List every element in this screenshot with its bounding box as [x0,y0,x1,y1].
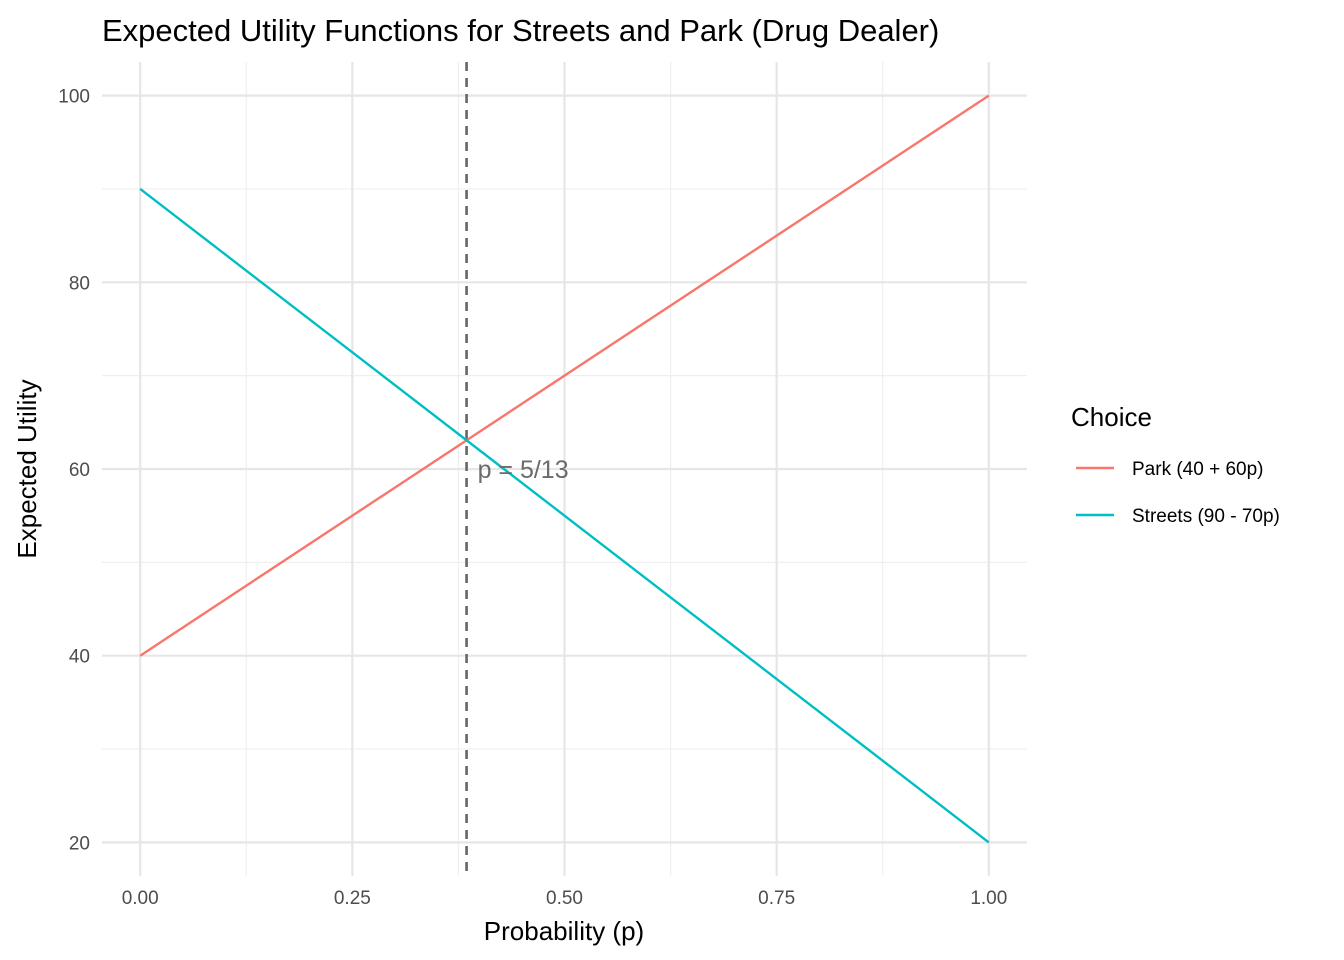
x-tick-label: 0.00 [122,888,159,909]
plot-area: 0.00 0.25 0.50 0.75 1.00 20 40 60 80 100 p = 5/13 [58,62,1027,909]
y-tick-label: 100 [58,87,90,108]
y-axis-title: Expected Utility [12,379,42,558]
annotation-label: p = 5/13 [478,456,569,484]
x-tick-label: 1.00 [970,888,1007,909]
legend-items: Park (40 + 60p) Streets (90 - 70p) [1076,459,1280,527]
legend: Choice Park (40 + 60p) Streets (90 - 70p) [1071,402,1280,527]
legend-label: Park (40 + 60p) [1132,459,1264,480]
series-line [139,94,990,657]
chart-title: Expected Utility Functions for Streets a… [102,13,939,48]
y-tick-label: 80 [69,273,90,294]
y-tick-label: 20 [69,833,90,854]
x-tick-label: 0.75 [758,888,795,909]
legend-label: Streets (90 - 70p) [1132,506,1280,527]
y-tick-label: 40 [69,647,90,668]
x-tick-label: 0.25 [334,888,371,909]
x-axis-title: Probability (p) [484,916,644,946]
series-line [139,188,990,844]
y-tick-label: 60 [69,460,90,481]
legend-title: Choice [1071,402,1152,432]
x-tick-label: 0.50 [546,888,583,909]
